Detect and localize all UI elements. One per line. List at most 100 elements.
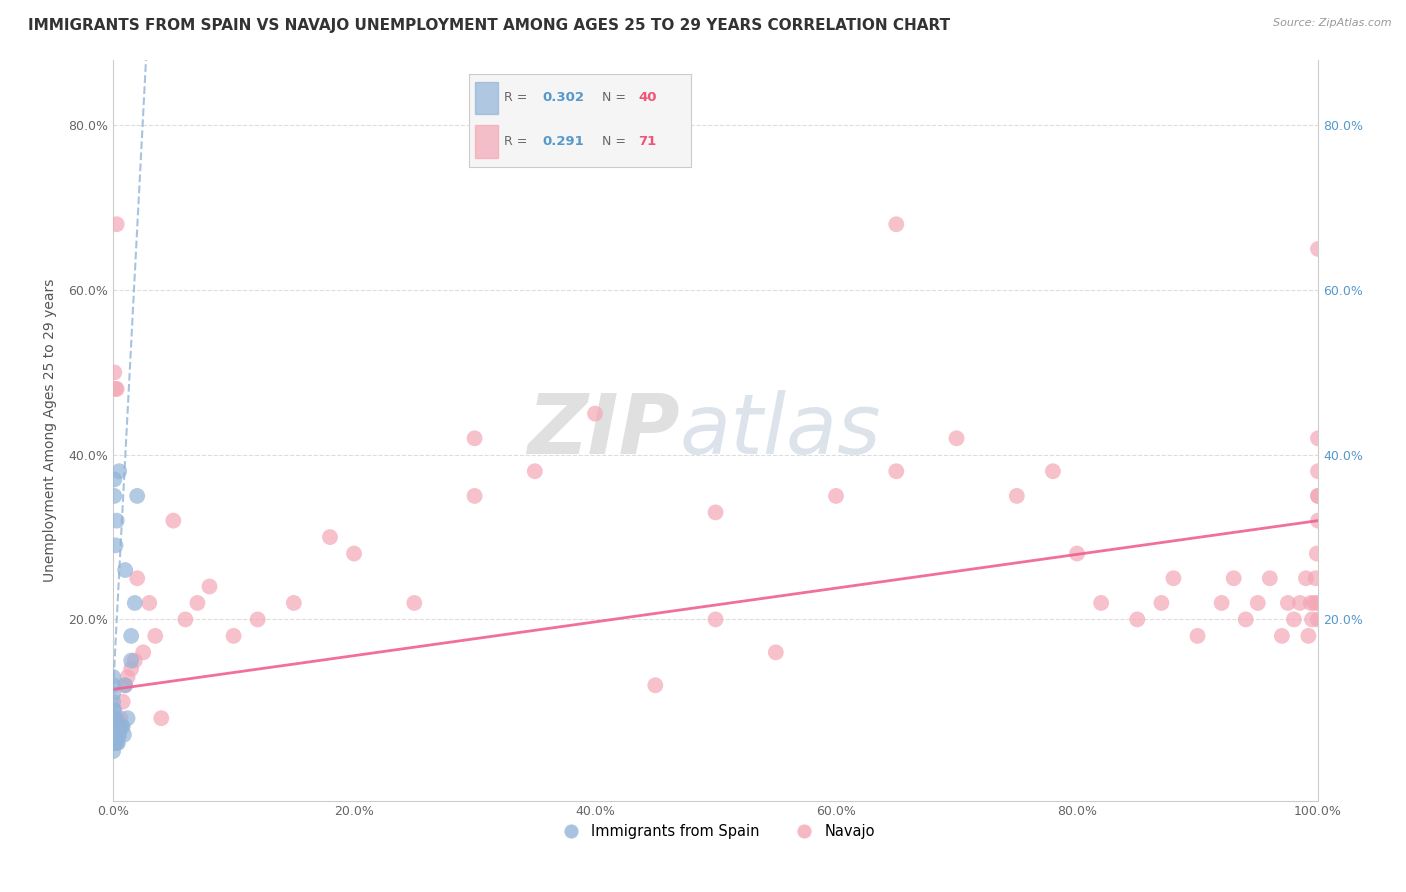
Point bbox=[1306, 514, 1329, 528]
Point bbox=[704, 505, 727, 519]
Legend: Immigrants from Spain, Navajo: Immigrants from Spain, Navajo bbox=[551, 819, 880, 845]
Point bbox=[114, 563, 136, 577]
Point bbox=[120, 629, 142, 643]
Point bbox=[101, 670, 124, 684]
Point bbox=[108, 464, 131, 478]
Point bbox=[283, 596, 305, 610]
Point bbox=[1187, 629, 1209, 643]
Point bbox=[1306, 489, 1329, 503]
Point bbox=[101, 728, 124, 742]
Point bbox=[765, 645, 787, 659]
Point bbox=[198, 579, 221, 593]
Y-axis label: Unemployment Among Ages 25 to 29 years: Unemployment Among Ages 25 to 29 years bbox=[44, 278, 58, 582]
Point bbox=[1305, 571, 1327, 585]
Point bbox=[523, 464, 546, 478]
Point bbox=[104, 728, 127, 742]
Point bbox=[103, 366, 125, 380]
Point bbox=[107, 736, 129, 750]
Point bbox=[464, 431, 486, 445]
Point bbox=[1282, 612, 1305, 626]
Point bbox=[246, 612, 269, 626]
Point bbox=[464, 489, 486, 503]
Point bbox=[319, 530, 342, 544]
Point bbox=[101, 695, 124, 709]
Point bbox=[117, 711, 139, 725]
Point bbox=[110, 711, 132, 725]
Text: IMMIGRANTS FROM SPAIN VS NAVAJO UNEMPLOYMENT AMONG AGES 25 TO 29 YEARS CORRELATI: IMMIGRANTS FROM SPAIN VS NAVAJO UNEMPLOY… bbox=[28, 18, 950, 33]
Point bbox=[1150, 596, 1173, 610]
Point bbox=[101, 744, 124, 758]
Point bbox=[174, 612, 197, 626]
Point bbox=[103, 736, 125, 750]
Point bbox=[1163, 571, 1185, 585]
Point bbox=[1247, 596, 1270, 610]
Point bbox=[108, 728, 131, 742]
Point bbox=[105, 728, 128, 742]
Point bbox=[107, 728, 129, 742]
Point bbox=[1277, 596, 1299, 610]
Point bbox=[111, 695, 134, 709]
Point bbox=[1301, 612, 1323, 626]
Point bbox=[1306, 464, 1329, 478]
Point bbox=[143, 629, 166, 643]
Point bbox=[101, 703, 124, 717]
Point bbox=[108, 719, 131, 733]
Point bbox=[120, 654, 142, 668]
Point bbox=[104, 538, 127, 552]
Point bbox=[104, 711, 127, 725]
Point bbox=[1306, 431, 1329, 445]
Point bbox=[1289, 596, 1312, 610]
Point bbox=[404, 596, 426, 610]
Point bbox=[884, 464, 907, 478]
Point bbox=[103, 489, 125, 503]
Point bbox=[103, 719, 125, 733]
Point bbox=[138, 596, 160, 610]
Point bbox=[644, 678, 666, 692]
Point bbox=[1306, 242, 1329, 256]
Point bbox=[111, 719, 134, 733]
Point bbox=[1306, 489, 1329, 503]
Text: atlas: atlas bbox=[679, 390, 882, 471]
Point bbox=[104, 382, 127, 396]
Point bbox=[186, 596, 208, 610]
Point bbox=[1126, 612, 1149, 626]
Point bbox=[103, 728, 125, 742]
Point bbox=[150, 711, 173, 725]
Point bbox=[124, 654, 146, 668]
Point bbox=[825, 489, 848, 503]
Point bbox=[103, 711, 125, 725]
Point bbox=[1234, 612, 1257, 626]
Point bbox=[884, 217, 907, 231]
Point bbox=[101, 678, 124, 692]
Point bbox=[127, 571, 149, 585]
Point bbox=[1258, 571, 1281, 585]
Point bbox=[101, 736, 124, 750]
Point bbox=[105, 217, 128, 231]
Point bbox=[1066, 547, 1088, 561]
Point bbox=[105, 382, 128, 396]
Text: Source: ZipAtlas.com: Source: ZipAtlas.com bbox=[1274, 18, 1392, 28]
Point bbox=[1090, 596, 1112, 610]
Point bbox=[1303, 596, 1326, 610]
Point bbox=[110, 719, 132, 733]
Point bbox=[117, 670, 139, 684]
Point bbox=[120, 662, 142, 676]
Point bbox=[1299, 596, 1322, 610]
Point bbox=[101, 719, 124, 733]
Point bbox=[1306, 596, 1329, 610]
Point bbox=[1295, 571, 1317, 585]
Point bbox=[105, 514, 128, 528]
Point bbox=[1271, 629, 1294, 643]
Point bbox=[110, 719, 132, 733]
Point bbox=[945, 431, 967, 445]
Point bbox=[101, 711, 124, 725]
Point bbox=[1042, 464, 1064, 478]
Point bbox=[124, 596, 146, 610]
Point bbox=[1211, 596, 1233, 610]
Point bbox=[104, 736, 127, 750]
Point bbox=[103, 703, 125, 717]
Point bbox=[103, 473, 125, 487]
Point bbox=[162, 514, 184, 528]
Point bbox=[583, 407, 606, 421]
Point bbox=[101, 686, 124, 700]
